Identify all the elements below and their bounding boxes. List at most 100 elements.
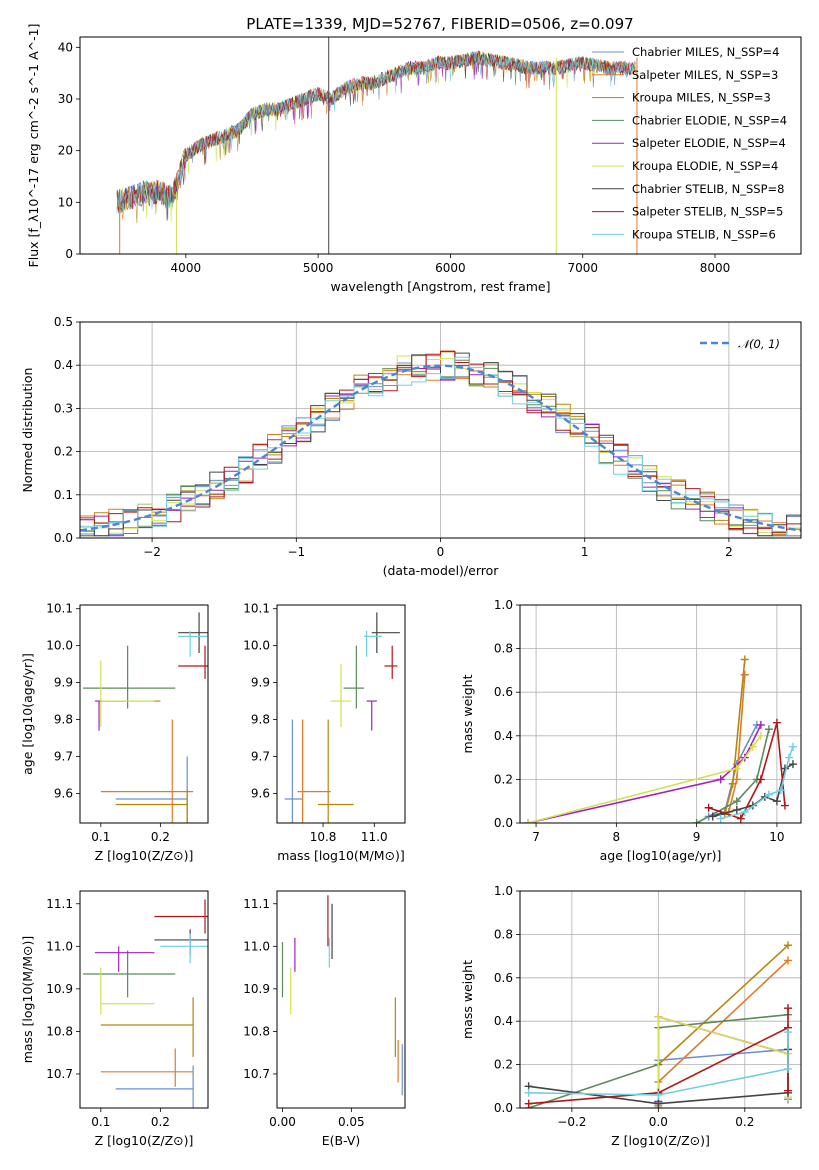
x-tick-label: 0.2 <box>151 830 170 844</box>
weight-marker <box>654 1090 663 1099</box>
gaussian-curve <box>80 364 801 532</box>
y-tick-label: 10.0 <box>46 639 73 653</box>
y-tick-label: 9.8 <box>54 713 73 727</box>
weight-marker <box>784 753 793 762</box>
y-tick-label: 0 <box>65 247 73 261</box>
weight-marker <box>728 779 737 788</box>
spectrum-line-chabrier-elodie <box>116 51 636 214</box>
weight-marker <box>784 1064 793 1073</box>
y-tick-label: 0.8 <box>494 927 513 941</box>
y-tick-label: 10.7 <box>46 1067 73 1081</box>
y-tick-label: 11.1 <box>243 897 270 911</box>
weight-marker <box>524 819 533 823</box>
x-tick-label: 5000 <box>303 261 334 275</box>
legend-label: Kroupa STELIB, N_SSP=6 <box>632 227 776 241</box>
weight-marker <box>756 731 765 740</box>
y-tick-label: 10.7 <box>243 1067 270 1081</box>
y-tick-label: 9.8 <box>251 713 270 727</box>
legend-label: Chabrier MILES, N_SSP=4 <box>632 45 779 59</box>
weight-marker <box>748 742 757 751</box>
axes-frame <box>79 890 209 1109</box>
spectrum-line-kroupa-elodie <box>116 50 636 223</box>
plot-body <box>524 655 797 823</box>
x-tick-label: 0.0 <box>649 1115 668 1129</box>
weight-marker <box>740 808 749 817</box>
weight-marker <box>704 803 713 812</box>
panel-ebv-mass: 0.00 0.05 10.7 10.8 10.9 11.0 11.1 E(B-V) <box>243 890 406 1148</box>
weight-line-salpeter-elodie <box>527 724 762 823</box>
axes-frame <box>276 890 406 1109</box>
weight-marker <box>756 775 765 784</box>
y-tick-label: 30 <box>58 92 73 106</box>
x-tick-label: −2 <box>143 545 161 559</box>
legend-label: Salpeter STELIB, N_SSP=5 <box>632 205 783 219</box>
weight-marker <box>708 812 717 821</box>
x-tick-label: 0.1 <box>91 830 110 844</box>
y-tick-label: 0.6 <box>494 971 513 985</box>
weight-marker <box>784 956 793 965</box>
weight-marker <box>740 670 749 679</box>
x-tick-label: 1 <box>581 545 589 559</box>
figure-title: PLATE=1339, MJD=52767, FIBERID=0506, z=0… <box>246 15 633 33</box>
x-tick-label: 10.8 <box>310 830 337 844</box>
y-tick-label: 10 <box>58 195 73 209</box>
y-tick-label: 1.0 <box>494 598 513 612</box>
y-tick-label: 0.0 <box>54 531 73 545</box>
y-tick-label: 10.9 <box>46 982 73 996</box>
x-tick-label: 0.1 <box>91 1115 110 1129</box>
x-tick-label: 8000 <box>700 261 731 275</box>
weight-marker <box>524 1088 533 1097</box>
x-axis-label: Z [log10(Z/Z⊙)] <box>95 848 194 863</box>
weight-line-salpeter-stelib <box>708 722 786 820</box>
weight-marker <box>732 764 741 773</box>
axes-frame <box>79 604 209 824</box>
weight-marker <box>716 775 725 784</box>
x-axis-label: mass [log10(M/M⊙)] <box>277 848 405 863</box>
spectrum-line-kroupa-miles <box>116 51 636 224</box>
y-tick-label: 0.0 <box>494 1101 513 1115</box>
y-tick-label: 0.4 <box>494 729 513 743</box>
weight-marker <box>732 797 741 806</box>
y-axis-label: Flux [f_λ10^-17 erg cm^-2 s^-1 A^-1] <box>26 24 41 268</box>
x-tick-label: 0 <box>437 545 445 559</box>
x-axis-label: age [log10(age/yr)] <box>600 848 722 863</box>
x-tick-label: 6000 <box>435 261 466 275</box>
y-tick-label: 10.1 <box>243 602 270 616</box>
y-tick-label: 11.1 <box>46 897 73 911</box>
legend-label: Chabrier STELIB, N_SSP=8 <box>632 182 784 196</box>
y-tick-label: 0.5 <box>54 315 73 329</box>
y-axis-label: mass weight <box>460 960 475 1039</box>
y-axis-label: mass [log10(M/M⊙)] <box>20 936 35 1064</box>
weight-marker <box>654 1099 663 1108</box>
y-axis-label: Normed distribution <box>20 368 35 493</box>
y-tick-label: 0.3 <box>54 401 73 415</box>
x-tick-label: 10 <box>769 830 784 844</box>
histogram-salpeter-stelib <box>80 350 801 534</box>
weight-line-kroupa-elodie <box>527 735 762 823</box>
plot-area: 4000 5000 6000 7000 8000010203040wavelength … <box>20 24 802 1148</box>
x-tick-label: 7000 <box>567 261 598 275</box>
legend-label: 𝒩(0, 1) <box>738 337 780 351</box>
x-tick-label: −1 <box>287 545 305 559</box>
weight-line-chabrier-miles <box>708 724 758 818</box>
spectrum-line-salpeter-elodie <box>116 50 636 211</box>
weight-marker <box>780 801 789 810</box>
legend-label: Chabrier ELODIE, N_SSP=4 <box>632 113 787 127</box>
weight-marker <box>732 775 741 784</box>
weight-marker <box>784 1004 793 1013</box>
weight-marker <box>784 1028 793 1037</box>
spectrum-line-chabrier-miles <box>116 50 636 220</box>
weight-marker <box>772 797 781 806</box>
weight-marker <box>524 1099 533 1108</box>
weight-marker <box>740 655 749 664</box>
y-tick-label: 0.4 <box>494 1014 513 1028</box>
y-tick-label: 0.2 <box>54 445 73 459</box>
y-tick-label: 9.6 <box>54 786 73 800</box>
y-tick-label: 0.8 <box>494 642 513 656</box>
x-tick-label: 4000 <box>171 261 202 275</box>
x-tick-label: 7 <box>532 830 540 844</box>
weight-marker <box>784 941 793 950</box>
y-tick-label: 10.8 <box>46 1024 73 1038</box>
y-tick-label: 11.0 <box>243 939 270 953</box>
